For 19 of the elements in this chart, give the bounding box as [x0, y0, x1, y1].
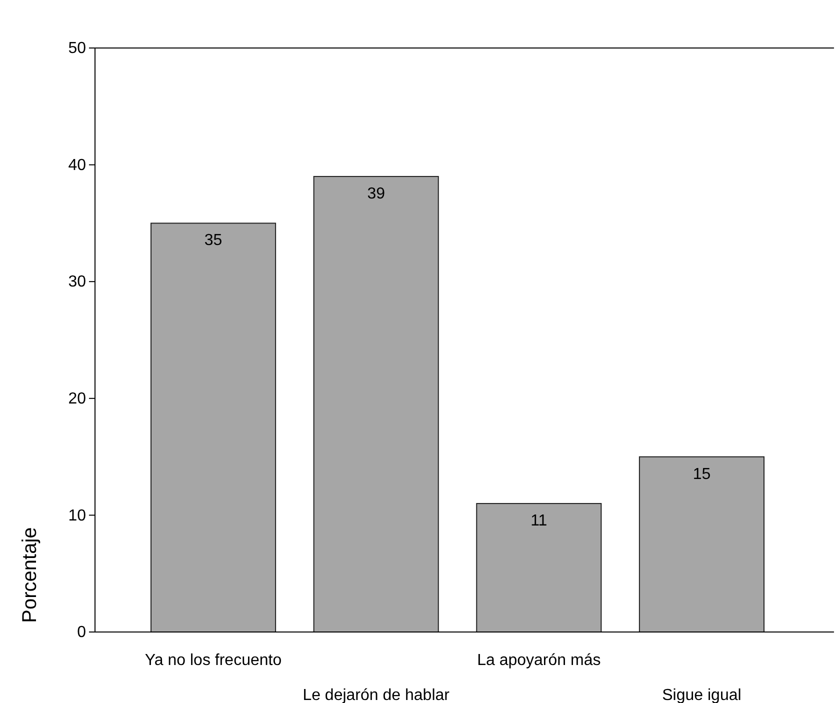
data-label: 11: [530, 512, 548, 530]
x-tick-label: La apoyarón más: [477, 652, 601, 669]
bar: [638, 456, 764, 632]
bar: [476, 503, 602, 632]
x-tick-label: Le dejarón de hablar: [302, 687, 450, 703]
x-tick-label: Sigue igual: [662, 687, 742, 703]
y-tick-label: 0: [77, 624, 86, 642]
y-tick-label: 40: [68, 156, 86, 174]
bar: [313, 176, 439, 632]
y-axis-title: Porcentaje: [19, 527, 41, 623]
y-tick-label: 10: [68, 507, 86, 524]
data-label: 35: [204, 232, 222, 250]
data-label: 39: [367, 185, 386, 202]
data-label: 15: [692, 466, 711, 483]
bar: [150, 222, 276, 632]
x-tick-label: Ya no los frecuento: [144, 652, 282, 669]
y-tick-label: 50: [68, 40, 86, 58]
y-tick-label: 20: [68, 390, 86, 408]
y-tick-label: 30: [68, 274, 86, 291]
